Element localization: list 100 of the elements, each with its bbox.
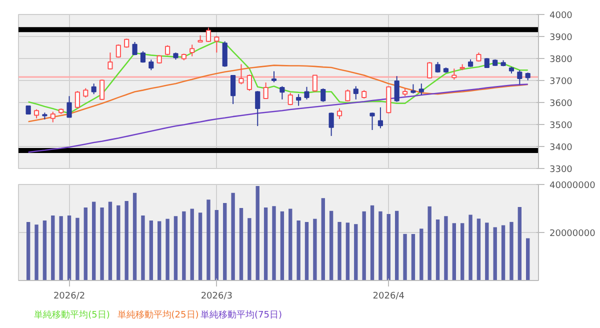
bar [346,222,350,280]
bar [485,222,489,280]
bar [280,211,284,280]
bar [124,201,128,280]
bar [206,200,210,280]
bar [370,205,374,280]
candlestick [238,64,244,85]
candlestick [370,112,375,130]
candlestick [206,27,212,42]
bar [108,202,112,280]
y-tick-label: 4000 [550,11,573,21]
candlestick [312,74,318,92]
line-series [28,64,529,122]
candlestick [452,68,457,80]
bar [141,215,145,280]
bar [518,207,522,280]
candlestick [296,94,302,106]
x-tick-label: 2026/4 [372,292,405,302]
y-tick-label: 20000000 [550,229,596,239]
bar [428,206,432,280]
bar [386,214,390,280]
candlestick [230,74,236,105]
candlestick [34,108,40,119]
candlestick [246,74,252,92]
candlestick [222,40,228,68]
bar [460,223,464,280]
bar [452,223,456,280]
text: 単純移動平均(25日) [117,310,199,320]
text: 単純移動平均(75日) [200,310,282,320]
y-tick-label: 3500 [550,121,573,131]
y-tick-label: 3300 [550,165,573,175]
candlestick [74,90,80,109]
bar [436,220,440,280]
bar [338,222,342,280]
x-tick-label: 2026/3 [200,292,233,302]
candlestick [394,76,400,102]
candlestick [91,83,96,95]
bar [296,220,300,280]
candlestick [353,86,358,100]
bar [76,218,80,280]
y-tick-label: 3700 [550,77,573,87]
bar [444,216,448,280]
candlestick [190,44,195,57]
candlestick [255,90,260,127]
bar [304,222,309,280]
bar [190,208,194,280]
bar [214,210,219,280]
bar [158,221,162,280]
bar [468,214,472,280]
candlestick [378,106,383,129]
bar [420,228,424,280]
bar [100,208,104,280]
bar [116,205,120,280]
bar [313,218,317,280]
bar [84,208,88,280]
y-tick-label: 40000000 [550,181,596,191]
x-tick-label: 2026/2 [53,292,86,302]
bar [394,210,399,280]
bar [166,218,170,280]
bar [67,215,72,280]
candlestick [83,88,88,98]
bar [362,211,366,280]
candlestick [50,111,56,123]
candlestick [99,79,105,101]
y-tick-label: 3900 [550,33,573,43]
bar [174,216,178,280]
candlestick [418,83,424,96]
bar [354,224,358,280]
bar [329,210,334,280]
bar [411,234,416,280]
bar [223,202,227,280]
candlestick [263,82,268,100]
candlestick [116,44,121,58]
candlestick [66,96,72,118]
candlestick [328,112,334,136]
bar [264,208,268,280]
bar [501,225,506,280]
bar [272,206,276,280]
bar [239,208,244,280]
bar [26,222,30,280]
bar [92,202,96,280]
bar [493,227,497,280]
bar [34,224,38,280]
bar [248,218,252,280]
candlestick [427,62,432,80]
bar [182,211,186,280]
bar [149,220,154,280]
candlestick [320,88,326,102]
bar [51,215,55,280]
candlestick [148,59,154,71]
candlestick [304,86,310,100]
bar [198,212,202,280]
candlestick [271,70,277,83]
candlestick [214,36,220,54]
bar [288,208,292,280]
candlestick [280,86,285,100]
bar [59,216,63,280]
bar [231,192,235,280]
y-tick-label: 3800 [550,55,573,65]
candlestick [108,52,113,70]
